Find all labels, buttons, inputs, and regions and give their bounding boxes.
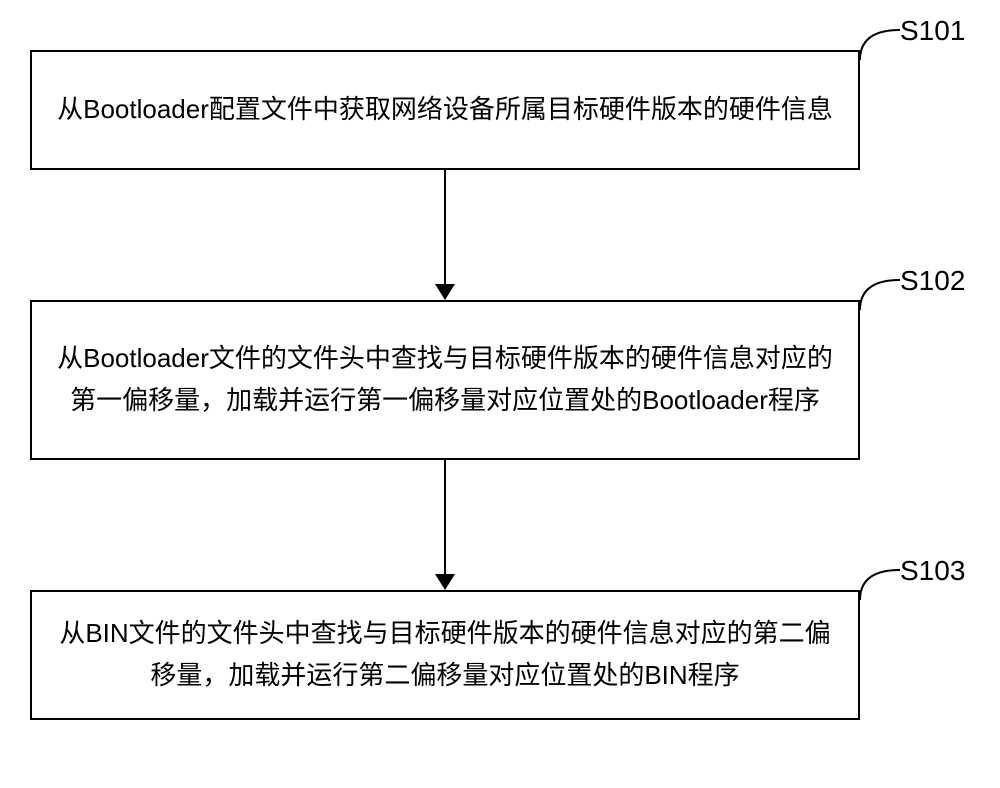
step-box-s101: 从Bootloader配置文件中获取网络设备所属目标硬件版本的硬件信息 xyxy=(30,50,860,170)
step-label-s102: S102 xyxy=(900,265,965,297)
step-text-s102: 从Bootloader文件的文件头中查找与目标硬件版本的硬件信息对应的第一偏移量… xyxy=(52,338,838,421)
arrow-head-1 xyxy=(435,284,455,300)
connector-curve-s101 xyxy=(858,28,902,62)
step-text-s101: 从Bootloader配置文件中获取网络设备所属目标硬件版本的硬件信息 xyxy=(57,89,833,131)
arrow-2 xyxy=(435,460,455,590)
step-text-s103: 从BIN文件的文件头中查找与目标硬件版本的硬件信息对应的第二偏移量，加载并运行第… xyxy=(52,613,838,696)
flowchart-container: S101 从Bootloader配置文件中获取网络设备所属目标硬件版本的硬件信息… xyxy=(0,0,1000,788)
arrow-head-2 xyxy=(435,574,455,590)
arrow-line-2 xyxy=(444,460,446,574)
step-box-s102: 从Bootloader文件的文件头中查找与目标硬件版本的硬件信息对应的第一偏移量… xyxy=(30,300,860,460)
arrow-line-1 xyxy=(444,170,446,284)
connector-curve-s102 xyxy=(858,278,902,312)
step-box-s103: 从BIN文件的文件头中查找与目标硬件版本的硬件信息对应的第二偏移量，加载并运行第… xyxy=(30,590,860,720)
connector-curve-s103 xyxy=(858,568,902,602)
arrow-1 xyxy=(435,170,455,300)
step-label-s103: S103 xyxy=(900,555,965,587)
step-label-s101: S101 xyxy=(900,15,965,47)
